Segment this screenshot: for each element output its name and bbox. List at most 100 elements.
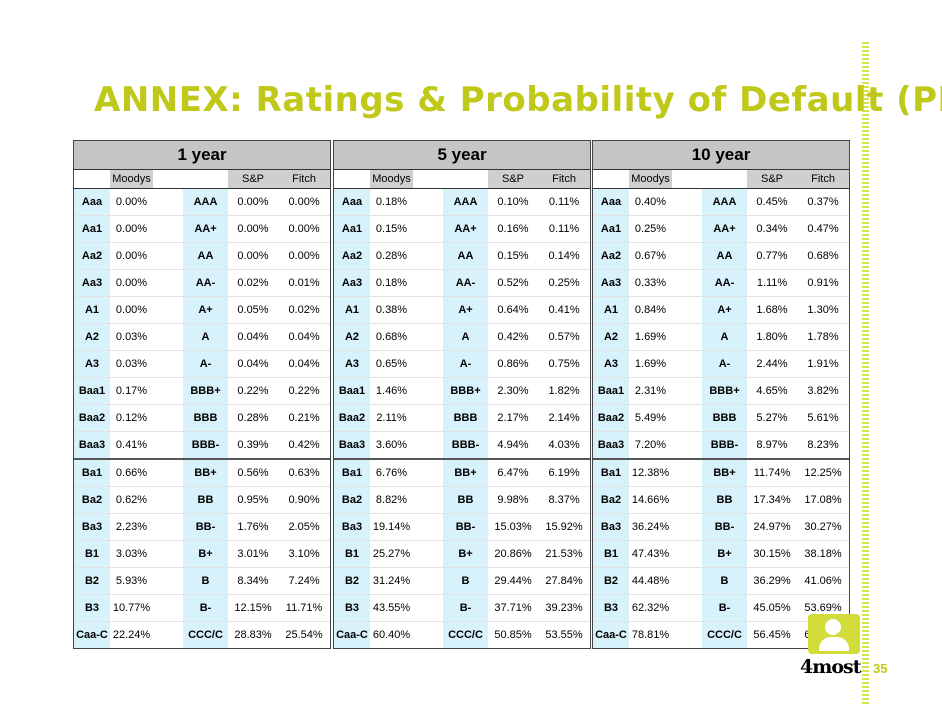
sp-pd: 0.77% xyxy=(747,242,797,270)
fitch-pd: 1.78% xyxy=(797,323,850,351)
moodys-rating: Aa1 xyxy=(74,215,110,243)
sp-header: S&P xyxy=(747,169,797,189)
spacer-cell xyxy=(413,188,443,216)
moodys-pd: 0.03% xyxy=(110,350,153,378)
table-row: B2 44.48% B 36.29% 41.06% xyxy=(593,567,850,595)
sp-header: S&P xyxy=(488,169,538,189)
sp-rating: AA+ xyxy=(443,215,488,243)
fitch-pd: 0.90% xyxy=(278,486,331,514)
sp-rating: A+ xyxy=(702,296,747,324)
header-blank xyxy=(413,169,443,189)
moodys-pd: 1.46% xyxy=(370,377,413,405)
spacer-cell xyxy=(413,486,443,514)
moodys-pd: 0.17% xyxy=(110,377,153,405)
sp-rating: AA+ xyxy=(183,215,228,243)
spacer-cell xyxy=(413,404,443,432)
sp-rating: CCC/C xyxy=(183,621,228,648)
sp-rating: BBB+ xyxy=(443,377,488,405)
spacer-cell xyxy=(672,431,702,460)
table-row: Ba3 2.23% BB- 1.76% 2.05% xyxy=(74,513,331,541)
moodys-pd: 0.00% xyxy=(110,188,153,216)
header-blank xyxy=(153,169,183,189)
page-title: ANNEX: Ratings & Probability of Default … xyxy=(94,80,942,120)
sp-rating: B xyxy=(443,567,488,595)
table-row: Baa2 2.11% BBB 2.17% 2.14% xyxy=(334,404,591,432)
fitch-pd: 0.00% xyxy=(278,215,331,243)
ratings-table: 5 year Moodys S&P Fitch Aaa 0.18% AAA 0.10% 0.11… xyxy=(334,141,591,648)
moodys-pd: 0.41% xyxy=(110,431,153,460)
header-blank xyxy=(672,169,702,189)
table-row: Aa2 0.00% AA 0.00% 0.00% xyxy=(74,242,331,270)
fitch-pd: 0.57% xyxy=(538,323,591,351)
moodys-rating: B1 xyxy=(593,540,629,568)
moodys-pd: 5.49% xyxy=(629,404,672,432)
period-header: 10 year xyxy=(593,141,850,170)
spacer-cell xyxy=(672,296,702,324)
sp-rating: AA- xyxy=(183,269,228,297)
moodys-rating: Ba3 xyxy=(74,513,110,541)
moodys-rating: A2 xyxy=(334,323,370,351)
moodys-rating: Ba1 xyxy=(334,459,370,487)
fitch-pd: 5.61% xyxy=(797,404,850,432)
moodys-rating: A2 xyxy=(593,323,629,351)
sp-rating: A xyxy=(183,323,228,351)
logo-text: 4most xyxy=(800,656,861,678)
table-row: Aa1 0.00% AA+ 0.00% 0.00% xyxy=(74,215,331,243)
sp-pd: 0.00% xyxy=(228,188,278,216)
moodys-pd: 12.38% xyxy=(629,459,672,487)
moodys-rating: Aa1 xyxy=(593,215,629,243)
moodys-pd: 0.15% xyxy=(370,215,413,243)
moodys-rating: A3 xyxy=(334,350,370,378)
sp-pd: 29.44% xyxy=(488,567,538,595)
spacer-cell xyxy=(413,513,443,541)
table-row: Ba1 0.66% BB+ 0.56% 0.63% xyxy=(74,459,331,487)
table-1-year: 1 year Moodys S&P Fitch Aaa 0.00% AAA 0.00% 0.00… xyxy=(73,140,331,649)
sp-pd: 6.47% xyxy=(488,459,538,487)
table-row: Aa3 0.33% AA- 1.11% 0.91% xyxy=(593,269,850,297)
sp-pd: 45.05% xyxy=(747,594,797,622)
table-row: Baa1 2.31% BBB+ 4.65% 3.82% xyxy=(593,377,850,405)
spacer-cell xyxy=(672,621,702,648)
moodys-rating: B1 xyxy=(334,540,370,568)
sp-rating: AA xyxy=(702,242,747,270)
spacer-cell xyxy=(672,567,702,595)
company-logo: 4most xyxy=(800,614,864,678)
header-blank xyxy=(183,169,228,189)
sp-header: S&P xyxy=(228,169,278,189)
sp-rating: B+ xyxy=(702,540,747,568)
spacer-cell xyxy=(153,594,183,622)
header-blank xyxy=(334,169,370,189)
sp-pd: 1.76% xyxy=(228,513,278,541)
fitch-pd: 6.19% xyxy=(538,459,591,487)
header-blank xyxy=(702,169,747,189)
sp-pd: 1.11% xyxy=(747,269,797,297)
moodys-pd: 0.62% xyxy=(110,486,153,514)
table-row: A2 1.69% A 1.80% 1.78% xyxy=(593,323,850,351)
fitch-pd: 39.23% xyxy=(538,594,591,622)
sp-pd: 56.45% xyxy=(747,621,797,648)
moodys-pd: 8.82% xyxy=(370,486,413,514)
fitch-header: Fitch xyxy=(538,169,591,189)
table-row: Aa3 0.00% AA- 0.02% 0.01% xyxy=(74,269,331,297)
sp-pd: 0.16% xyxy=(488,215,538,243)
sp-pd: 0.00% xyxy=(228,242,278,270)
table-row: A2 0.03% A 0.04% 0.04% xyxy=(74,323,331,351)
sp-pd: 0.00% xyxy=(228,215,278,243)
moodys-pd: 47.43% xyxy=(629,540,672,568)
moodys-pd: 2.11% xyxy=(370,404,413,432)
sp-rating: A+ xyxy=(443,296,488,324)
ratings-table: 1 year Moodys S&P Fitch Aaa 0.00% AAA 0.00% 0.00… xyxy=(74,141,331,648)
table-row: Baa1 1.46% BBB+ 2.30% 1.82% xyxy=(334,377,591,405)
moodys-rating: Ba1 xyxy=(74,459,110,487)
moodys-rating: Aa2 xyxy=(74,242,110,270)
table-row: A2 0.68% A 0.42% 0.57% xyxy=(334,323,591,351)
fitch-header: Fitch xyxy=(278,169,331,189)
moodys-pd: 0.12% xyxy=(110,404,153,432)
table-row: A1 0.00% A+ 0.05% 0.02% xyxy=(74,296,331,324)
moodys-rating: Aa3 xyxy=(593,269,629,297)
period-header: 5 year xyxy=(334,141,591,170)
fitch-pd: 27.84% xyxy=(538,567,591,595)
fitch-pd: 0.00% xyxy=(278,242,331,270)
sp-rating: AAA xyxy=(443,188,488,216)
table-row: A3 0.65% A- 0.86% 0.75% xyxy=(334,350,591,378)
